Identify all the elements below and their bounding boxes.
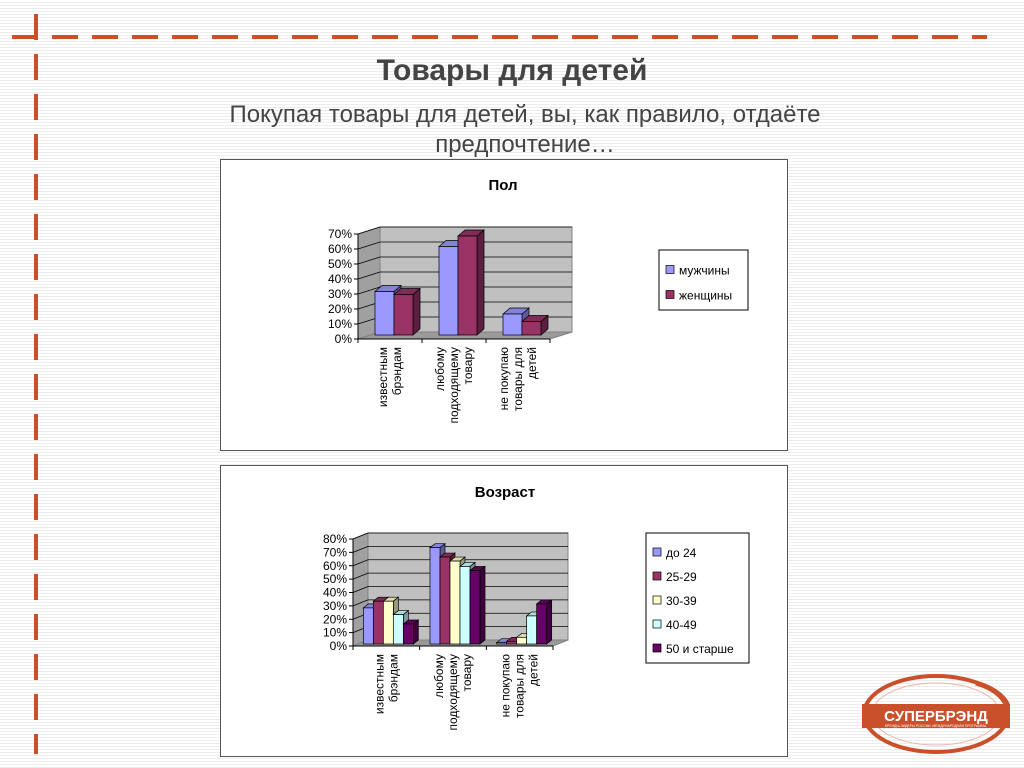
svg-text:подходящему: подходящему (447, 347, 461, 423)
gridline (357, 226, 572, 235)
gridline (352, 586, 568, 593)
y-tick-label: 40% (328, 272, 352, 286)
bar (393, 287, 421, 336)
decor-dash-horizontal (12, 35, 987, 39)
svg-text:50 и старше: 50 и старше (666, 642, 734, 656)
svg-text:до 24: до 24 (666, 546, 697, 560)
y-tick-label: 40% (323, 586, 347, 600)
gridline (352, 572, 568, 580)
logo-text: СУПЕРБРЭНД (884, 708, 988, 725)
decor-dash-vertical (34, 14, 38, 754)
slide-subtitle: Покупая товары для детей, вы, как правил… (229, 101, 821, 158)
legend-item: 50 и старше (652, 642, 734, 656)
x-category-label: любому подходящему товару (432, 654, 474, 730)
bar (457, 229, 485, 336)
svg-text:детей: детей (527, 654, 541, 686)
gridline (357, 256, 572, 265)
y-tick-label: 70% (328, 227, 352, 241)
svg-text:товару: товару (461, 347, 475, 385)
x-category-label: любому подходящему товару (433, 347, 475, 423)
gridline (357, 271, 572, 280)
logo-tagline: БРЕНДЫ-ЛИДЕРЫ РОССИИ. МЕЖДУНАРОДНАЯ ПРОГ… (885, 724, 987, 728)
y-tick-label: 10% (328, 317, 352, 331)
svg-text:40-49: 40-49 (666, 618, 697, 632)
bar (469, 565, 486, 645)
bar (521, 314, 549, 336)
y-tick-label: 20% (323, 612, 347, 626)
svg-text:товары для: товары для (513, 654, 527, 718)
y-tick-label: 0% (335, 332, 353, 346)
y-tick-label: 70% (323, 545, 347, 559)
superbrand-logo: СУПЕРБРЭНД БРЕНДЫ-ЛИДЕРЫ РОССИИ. МЕЖДУНА… (858, 671, 1014, 757)
svg-text:брэндам: брэндам (386, 654, 400, 702)
gridline (352, 599, 568, 607)
gridline (352, 532, 568, 540)
y-tick-label: 60% (323, 559, 347, 573)
slide-title: Товары для детей (376, 54, 648, 87)
legend (645, 532, 750, 664)
y-tick-label: 10% (323, 626, 347, 640)
y-tick-label: 20% (328, 302, 352, 316)
svg-text:известным: известным (376, 347, 390, 407)
svg-text:не покупаю: не покупаю (499, 654, 513, 717)
legend-item: женщины (665, 289, 732, 303)
gridline (352, 545, 568, 553)
chart-title: Пол (488, 177, 517, 194)
x-category-label: не покупаю товары для детей (499, 654, 541, 718)
legend-item: 30-39 (652, 594, 697, 608)
x-category-label: известным брэндам (376, 347, 404, 407)
legend-item: мужчины (665, 264, 730, 278)
y-tick-label: 30% (323, 599, 347, 613)
y-tick-label: 60% (328, 242, 352, 256)
svg-text:не покупаю: не покупаю (497, 347, 511, 410)
svg-text:любому: любому (432, 654, 446, 698)
svg-text:товару: товару (460, 654, 474, 692)
svg-text:детей: детей (525, 347, 539, 379)
chart-panel-age: Возраст 0% 10% 20% 30% 40% 50% 60% 70% 80% известн… (220, 465, 788, 757)
y-tick-label: 50% (323, 572, 347, 586)
chart-title: Возраст (475, 484, 535, 501)
y-tick-label: 80% (323, 532, 347, 546)
y-tick-label: 0% (330, 639, 348, 653)
svg-text:подходящему: подходящему (446, 654, 460, 730)
svg-text:мужчины: мужчины (679, 264, 730, 278)
chart-gender: Пол 0%10%20%30%40%50%60%70% известным брэнд… (328, 177, 749, 423)
y-tick-label: 30% (328, 287, 352, 301)
chart-panel-gender: Пол 0% 10% 20% 30% 40% 50% 60% 70% известным брэнд… (220, 159, 788, 451)
legend-item: 40-49 (652, 618, 697, 632)
chart-age: Возраст 0%10%20%30%40%50%60%70%80% известн… (323, 484, 750, 730)
legend-item: до 24 (652, 546, 697, 560)
svg-text:женщины: женщины (679, 289, 732, 303)
svg-text:брэндам: брэндам (390, 347, 404, 395)
svg-text:известным: известным (372, 654, 386, 714)
x-category-label: известным брэндам (372, 654, 400, 714)
legend (658, 249, 749, 311)
bar (402, 619, 420, 645)
svg-text:30-39: 30-39 (666, 594, 697, 608)
y-tick-label: 50% (328, 257, 352, 271)
bar (535, 599, 553, 645)
x-category-label: не покупаю товары для детей (497, 347, 539, 411)
legend-item: 25-29 (652, 570, 697, 584)
svg-text:товары для: товары для (511, 347, 525, 411)
svg-text:любому: любому (433, 347, 447, 391)
svg-text:25-29: 25-29 (666, 570, 697, 584)
gridline (352, 559, 568, 567)
gridline (357, 241, 572, 250)
